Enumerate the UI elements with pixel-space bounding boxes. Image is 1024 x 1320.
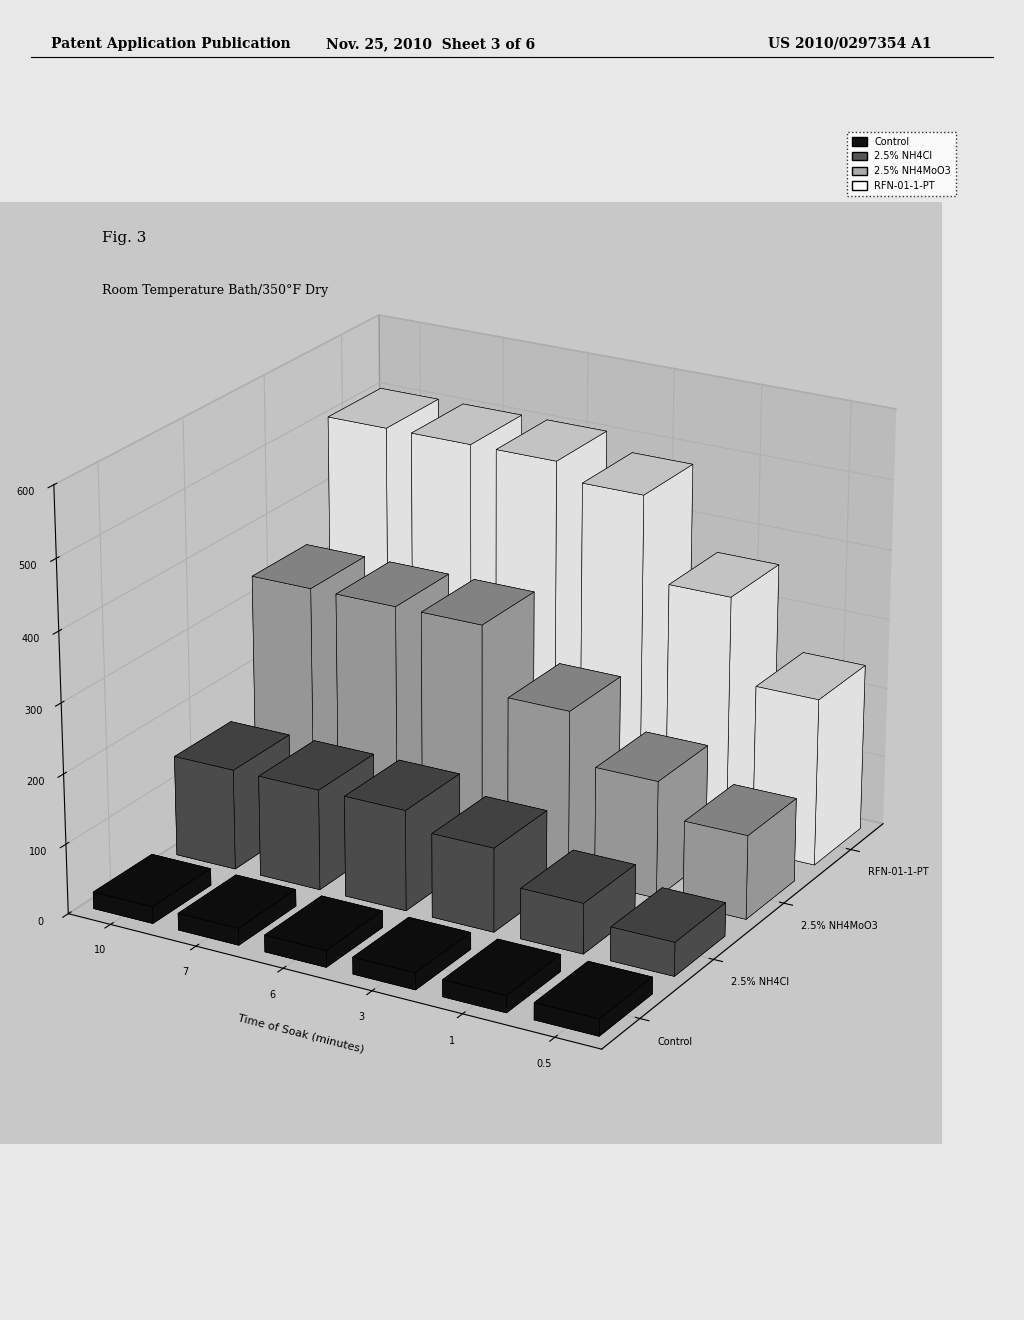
Text: Patent Application Publication: Patent Application Publication [51, 37, 291, 51]
Text: Room Temperature Bath/350°F Dry: Room Temperature Bath/350°F Dry [102, 284, 329, 297]
Text: Nov. 25, 2010  Sheet 3 of 6: Nov. 25, 2010 Sheet 3 of 6 [326, 37, 535, 51]
Legend: Control, 2.5% NH4Cl, 2.5% NH4MoO3, RFN-01-1-PT: Control, 2.5% NH4Cl, 2.5% NH4MoO3, RFN-0… [847, 132, 956, 195]
Y-axis label: Time of Soak (minutes): Time of Soak (minutes) [237, 1012, 365, 1055]
Text: Fig. 3: Fig. 3 [102, 231, 146, 244]
Text: US 2010/0297354 A1: US 2010/0297354 A1 [768, 37, 932, 51]
